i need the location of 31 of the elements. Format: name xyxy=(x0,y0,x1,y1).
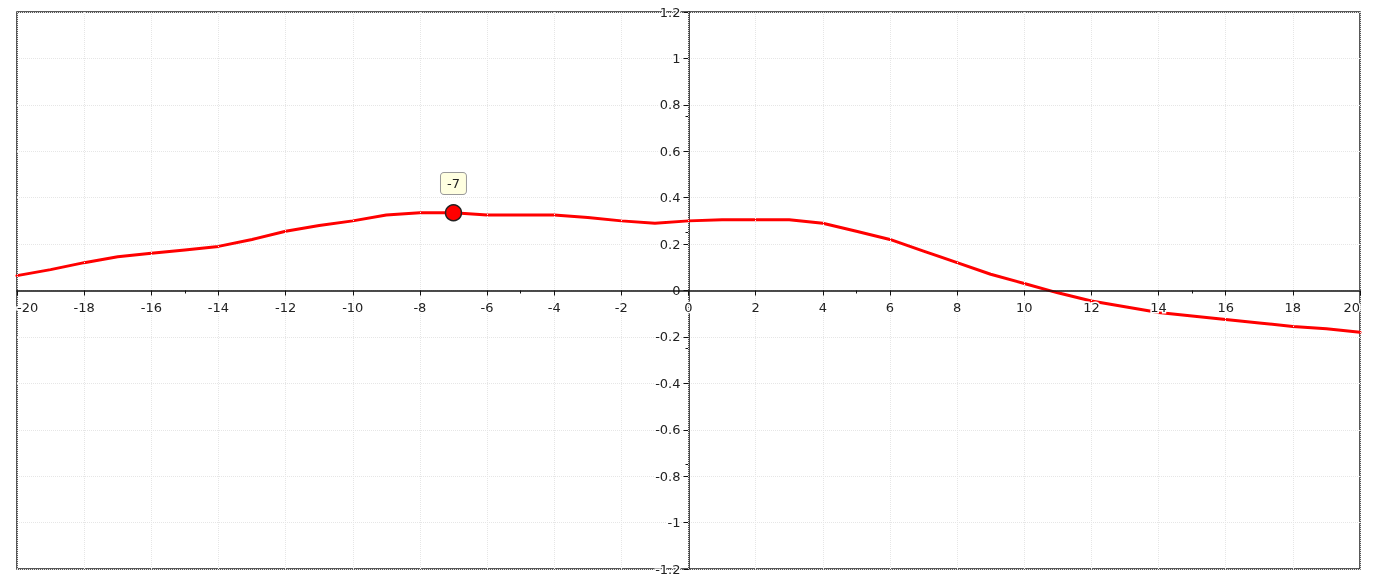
y-tick-label: -0.6 xyxy=(655,422,681,438)
x-tick-label: -10 xyxy=(342,299,364,315)
y-tick-label: 0.8 xyxy=(659,97,681,113)
x-tick-label: 6 xyxy=(885,299,895,315)
x-tick-label: -12 xyxy=(274,299,297,315)
x-tick-label: -16 xyxy=(140,299,162,315)
x-tick-label: 8 xyxy=(952,299,962,315)
x-tick-label: -6 xyxy=(480,299,494,315)
x-tick-label: 20 xyxy=(1343,299,1360,315)
x-tick-label: -4 xyxy=(547,299,561,315)
x-tick-label: 10 xyxy=(1015,299,1033,315)
x-tick-label: -2 xyxy=(614,299,628,315)
y-tick-label: -0.2 xyxy=(655,329,681,345)
y-tick-label: -0.8 xyxy=(655,468,681,484)
x-tick-label: -8 xyxy=(413,299,427,315)
x-tick-label: 14 xyxy=(1150,299,1167,315)
x-tick-label: 12 xyxy=(1083,299,1100,315)
y-tick-label: -0.4 xyxy=(655,375,681,391)
x-tick-label: 4 xyxy=(818,299,827,315)
y-tick-label: -1 xyxy=(667,515,681,531)
x-tick-label: -18 xyxy=(73,299,95,315)
y-tick-label: 0.6 xyxy=(659,143,681,159)
x-tick-label: -20 xyxy=(17,299,39,315)
x-tick-label: -14 xyxy=(207,299,230,315)
x-tick-label: 16 xyxy=(1217,299,1234,315)
x-tick-label: 2 xyxy=(751,299,760,315)
y-tick-label: 1 xyxy=(672,50,681,66)
y-tick-label: 0.4 xyxy=(659,190,681,206)
annotation: -7 xyxy=(446,176,460,191)
x-tick-label: 18 xyxy=(1284,299,1302,315)
y-tick-label: 0.2 xyxy=(659,236,681,252)
